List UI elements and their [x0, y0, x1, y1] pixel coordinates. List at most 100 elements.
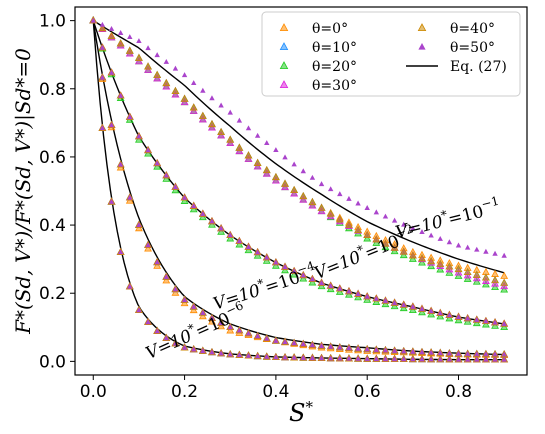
data-point: [501, 320, 507, 326]
data-point: [273, 259, 279, 265]
curve-label-star: *: [439, 208, 448, 223]
data-point: [244, 154, 253, 162]
data-point: [463, 274, 472, 282]
data-point: [117, 92, 124, 98]
data-point: [472, 277, 481, 285]
data-point: [364, 293, 370, 299]
curve-label-star: *: [355, 242, 366, 257]
data-point: [308, 197, 317, 206]
data-point: [428, 308, 434, 314]
data-point: [282, 154, 288, 160]
data-point: [273, 354, 279, 360]
data-point: [364, 355, 370, 361]
data-point: [227, 109, 233, 115]
data-point: [163, 58, 170, 64]
data-point: [271, 176, 280, 184]
data-point: [144, 62, 152, 70]
data-point: [135, 57, 143, 65]
data-point: [300, 341, 306, 347]
data-point: [337, 285, 343, 291]
legend-swatch-triangle: [279, 80, 289, 88]
data-point: [198, 212, 207, 221]
x-axis-label-sup: *: [305, 398, 313, 416]
data-point: [135, 135, 143, 143]
data-point: [236, 238, 243, 244]
curve-label-exponent: −4: [295, 258, 316, 277]
data-point: [418, 258, 426, 266]
data-point: [326, 209, 335, 217]
data-point: [381, 242, 390, 251]
series-19: [90, 17, 507, 357]
data-point: [346, 345, 352, 351]
data-point: [245, 125, 252, 131]
data-point: [262, 169, 271, 177]
data-point: [171, 86, 180, 95]
data-point: [135, 224, 143, 232]
data-point: [309, 342, 316, 348]
data-point: [236, 327, 243, 333]
data-point: [364, 205, 370, 210]
data-point: [382, 356, 389, 362]
data-point: [382, 213, 389, 219]
data-point: [345, 290, 353, 298]
data-point: [363, 230, 372, 239]
data-point: [200, 87, 206, 93]
curve-label-base: =10: [262, 268, 302, 298]
data-point: [262, 256, 271, 264]
data-point: [264, 353, 270, 359]
data-point: [501, 252, 507, 258]
data-point: [127, 113, 133, 119]
data-point: [198, 111, 207, 119]
data-point: [271, 172, 280, 181]
data-point: [364, 346, 370, 352]
x-tick-label: 0.4: [262, 382, 289, 402]
data-point: [410, 225, 416, 231]
y-tick-label: 1.0: [39, 12, 66, 32]
data-point: [153, 162, 162, 170]
data-point: [354, 293, 362, 301]
data-point: [281, 182, 289, 191]
legend-label: θ=10°: [312, 40, 357, 56]
data-point: [226, 234, 235, 242]
data-point: [464, 315, 471, 321]
data-point: [401, 301, 407, 307]
data-point: [408, 254, 417, 262]
data-point: [107, 31, 116, 39]
data-point: [227, 232, 233, 238]
data-point: [282, 339, 288, 345]
data-point: [492, 351, 498, 357]
data-point: [189, 305, 198, 314]
data-point: [172, 340, 179, 346]
data-point: [372, 238, 381, 246]
data-point: [408, 251, 417, 259]
data-point: [200, 348, 206, 353]
data-point: [454, 316, 463, 324]
data-point: [401, 221, 407, 227]
data-point: [419, 356, 425, 362]
data-point: [390, 301, 399, 310]
series-5: [90, 17, 507, 258]
data-point: [136, 38, 142, 44]
data-point: [437, 350, 443, 356]
data-point: [117, 161, 124, 167]
data-point: [99, 74, 106, 80]
data-point: [154, 160, 160, 166]
data-point: [492, 250, 498, 256]
y-tick-label: 0.0: [39, 352, 66, 372]
legend-label: θ=30°: [312, 78, 357, 94]
data-point: [318, 355, 325, 361]
data-point: [117, 249, 124, 255]
data-point: [436, 265, 445, 273]
data-point: [235, 143, 244, 151]
data-point: [327, 343, 334, 349]
data-point: [136, 307, 142, 313]
data-point: [391, 356, 398, 362]
data-point: [309, 174, 316, 180]
data-point: [363, 295, 372, 303]
data-point: [180, 97, 189, 106]
data-point: [399, 247, 408, 255]
legend-label: θ=0°: [312, 21, 348, 37]
data-point: [172, 286, 179, 292]
data-point: [500, 285, 509, 293]
